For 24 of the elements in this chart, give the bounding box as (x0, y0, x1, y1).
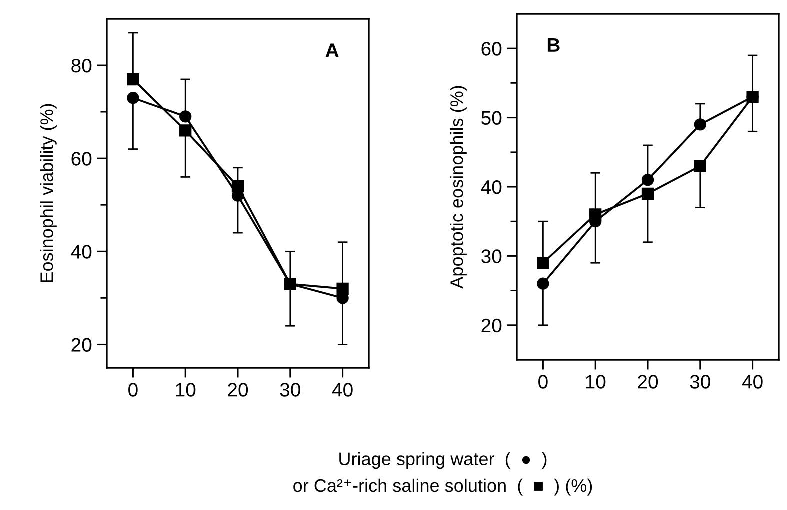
y-tick-label: 40 (71, 245, 92, 259)
x-tick-label: 20 (638, 375, 658, 389)
x-tick-label: 10 (586, 375, 606, 389)
annotation: B (548, 38, 560, 52)
x-tick-label: 40 (742, 375, 763, 389)
x-tick-label: 30 (280, 383, 300, 397)
x-tick-label: 30 (690, 375, 710, 389)
y-tick-label: 80 (72, 59, 92, 73)
y-tick-label: 20 (482, 318, 502, 333)
x-tick-label: 20 (228, 383, 248, 397)
y-tick-label: 50 (482, 111, 502, 126)
y-tick-label: 60 (482, 42, 502, 56)
annotation: A (326, 44, 339, 58)
x-tick-label: 0 (128, 383, 138, 397)
x-tick-label: 10 (176, 383, 196, 397)
x-axis-title: Uriage spring water ( ● ) or Ca²⁺-rich saline solution ( ■ ) (%) (294, 452, 592, 496)
y-tick-label: 30 (482, 250, 502, 264)
x-tick-label: 0 (538, 375, 548, 389)
x-tick-label: 40 (332, 383, 353, 397)
y-tick-label: 40 (481, 180, 502, 194)
y-tick-label: 20 (72, 338, 92, 352)
y-axis-title: Eosinophil viability (%) (40, 104, 57, 282)
y-tick-label: 60 (72, 152, 92, 166)
y-axis-title: Apoptotic eosinophils (%) (450, 86, 467, 289)
